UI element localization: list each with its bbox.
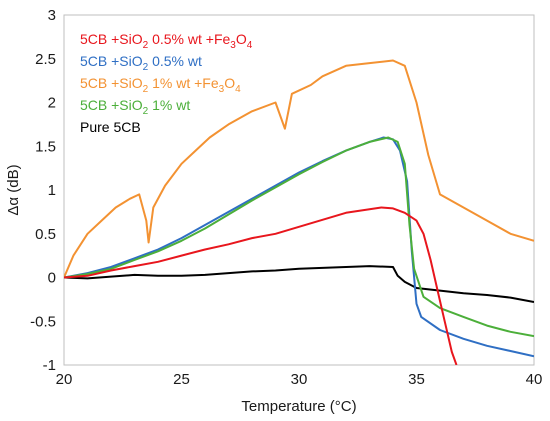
series-line-4 <box>64 265 534 303</box>
legend-entry-3: 5CB +SiO2 1% wt <box>80 97 190 117</box>
x-tick-label: 25 <box>173 371 190 388</box>
plot-frame <box>63 14 535 366</box>
series-line-2 <box>64 59 534 278</box>
series-layer <box>64 59 534 365</box>
legend-entry-4: Pure 5CB <box>80 119 141 135</box>
x-tick-label: 40 <box>526 371 543 388</box>
x-axis-ticks: 20 25 30 35 40 <box>56 371 543 388</box>
y-tick-label: -0.5 <box>30 313 56 330</box>
y-tick-label: 0.5 <box>35 226 56 243</box>
legend-entry-1: 5CB +SiO2 0.5% wt <box>80 53 202 73</box>
legend-entry-0: 5CB +SiO2 0.5% wt +Fe3O4 <box>80 31 253 51</box>
y-tick-label: 1.5 <box>35 138 56 155</box>
series-line-0 <box>64 206 458 365</box>
series-line-3 <box>64 136 534 338</box>
y-tick-label: 3 <box>48 7 56 24</box>
y-tick-label: 1 <box>48 182 56 199</box>
plot-area <box>63 14 535 366</box>
x-tick-label: 35 <box>408 371 425 388</box>
y-axis-title: Δα (dB) <box>5 164 22 215</box>
x-tick-label: 30 <box>291 371 308 388</box>
y-tick-label: 2 <box>48 95 56 112</box>
y-axis-ticks: -1 -0.5 0 0.5 1 1.5 2 2.5 3 <box>30 7 56 374</box>
x-axis-title: Temperature (°C) <box>241 398 356 415</box>
x-tick-label: 20 <box>56 371 73 388</box>
y-tick-label: -1 <box>43 357 56 374</box>
y-tick-label: 2.5 <box>35 51 56 68</box>
y-tick-label: 0 <box>48 270 56 287</box>
legend-entry-2: 5CB +SiO2 1% wt +Fe3O4 <box>80 75 241 95</box>
